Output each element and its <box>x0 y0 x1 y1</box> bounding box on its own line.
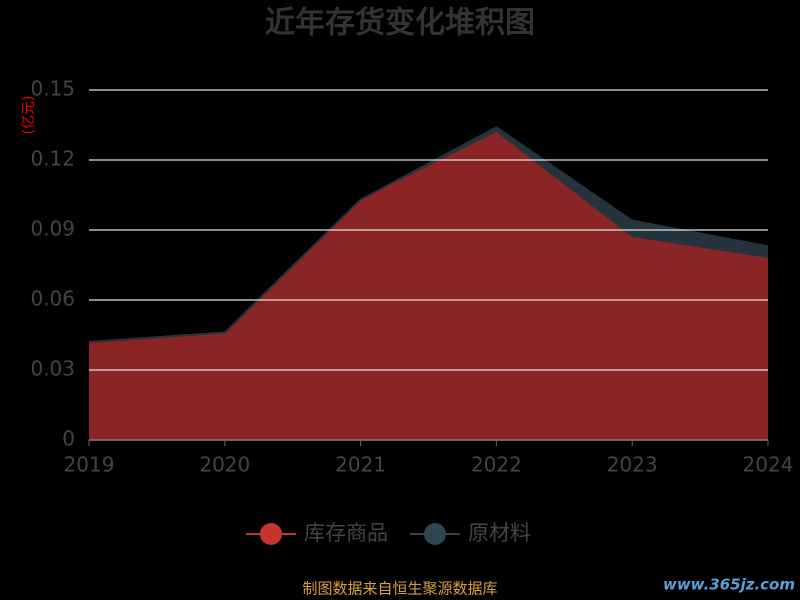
legend-marker <box>424 523 446 545</box>
area-fill <box>89 127 768 342</box>
area-line <box>88 126 769 343</box>
legend-marker <box>260 523 282 545</box>
y-axis-label: (亿元) <box>21 96 37 135</box>
y-tick-label: 0.09 <box>30 217 75 241</box>
x-tick-label: 2022 <box>471 453 522 477</box>
y-tick-label: 0 <box>62 427 75 451</box>
chart-title: 近年存货变化堆积图 <box>265 6 535 41</box>
x-tick-label: 2024 <box>743 453 794 477</box>
area-fill <box>89 132 768 440</box>
source-note: 制图数据来自恒生聚源数据库 <box>302 580 497 598</box>
x-tick-label: 2020 <box>199 453 250 477</box>
y-tick-label: 0.12 <box>30 147 75 171</box>
x-tick-label: 2019 <box>64 453 115 477</box>
y-tick-label: 0.06 <box>30 287 75 311</box>
legend-label: 原材料 <box>468 521 531 545</box>
y-tick-label: 0.15 <box>30 77 75 101</box>
x-tick-label: 2023 <box>607 453 658 477</box>
legend-label: 库存商品 <box>304 521 388 545</box>
y-tick-label: 0.03 <box>30 357 75 381</box>
watermark: www.365jz.com <box>663 576 795 594</box>
x-tick-label: 2021 <box>335 453 386 477</box>
